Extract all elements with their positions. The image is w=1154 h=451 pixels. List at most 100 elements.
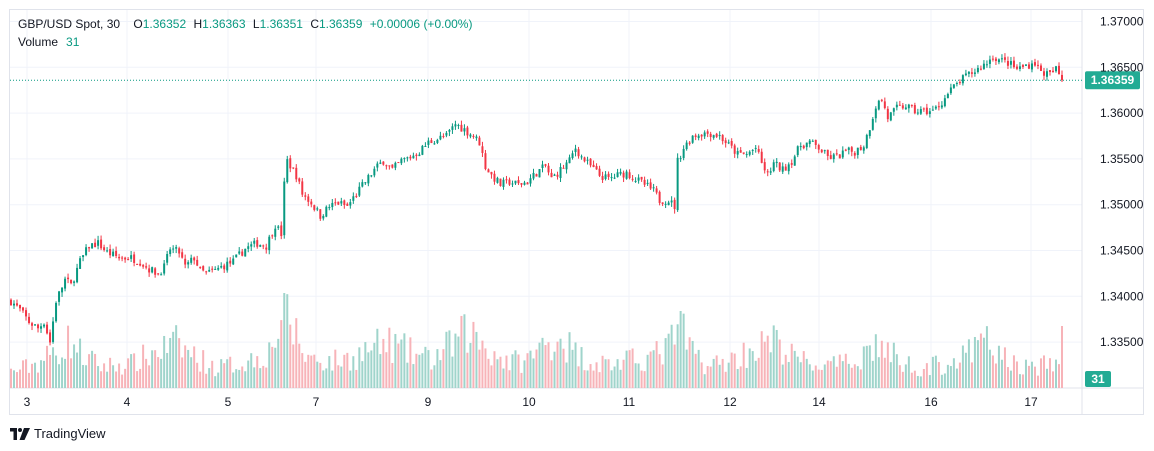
volume-bar bbox=[403, 333, 406, 388]
volume-bar bbox=[691, 340, 694, 388]
candle-body bbox=[580, 156, 583, 158]
volume-bar bbox=[538, 342, 541, 388]
volume-bar bbox=[142, 344, 145, 388]
candle-body bbox=[631, 178, 634, 180]
candle-body bbox=[832, 154, 835, 160]
price-tick-label: 1.36000 bbox=[1100, 106, 1143, 120]
volume-bar bbox=[583, 370, 586, 388]
volume-bar bbox=[730, 352, 733, 388]
candle-body bbox=[565, 162, 568, 170]
candle-body bbox=[523, 182, 526, 185]
candle-body bbox=[196, 259, 199, 266]
candle-body bbox=[541, 164, 544, 168]
candle-body bbox=[949, 87, 952, 94]
volume-bar bbox=[712, 358, 715, 388]
volume-bar bbox=[598, 372, 601, 388]
volume-bar bbox=[637, 363, 640, 388]
candle-body bbox=[40, 326, 43, 329]
volume-bar bbox=[199, 371, 202, 388]
time-tick-label: 17 bbox=[1024, 395, 1038, 409]
volume-bar bbox=[118, 363, 121, 388]
volume-bar bbox=[988, 349, 991, 388]
volume-bar bbox=[61, 357, 64, 388]
candle-body bbox=[394, 162, 397, 168]
candle-body bbox=[85, 247, 88, 255]
volume-bar bbox=[151, 350, 154, 388]
last-volume-label: 31 bbox=[1091, 372, 1105, 386]
candle-body bbox=[754, 147, 757, 149]
price-tick-label: 1.33500 bbox=[1100, 335, 1143, 349]
candle-body bbox=[898, 104, 901, 106]
candle-body bbox=[781, 166, 784, 172]
volume-bar bbox=[352, 356, 355, 388]
volume-bar bbox=[817, 369, 820, 388]
candle-body bbox=[496, 177, 499, 183]
candle-body bbox=[646, 182, 649, 184]
candle-body bbox=[577, 149, 580, 157]
candle-body bbox=[121, 257, 124, 259]
candle-body bbox=[940, 105, 943, 108]
last-volume-badge bbox=[1085, 371, 1111, 387]
volume-bar bbox=[1048, 358, 1051, 388]
volume-bar bbox=[388, 327, 391, 388]
candle-body bbox=[415, 154, 418, 157]
volume-bar bbox=[952, 358, 955, 388]
volume-bar bbox=[910, 372, 913, 388]
volume-bar bbox=[112, 365, 115, 388]
volume-bar bbox=[493, 351, 496, 388]
volume-bar bbox=[448, 330, 451, 388]
volume-bar bbox=[649, 351, 652, 388]
candle-body bbox=[124, 257, 127, 260]
volume-bar bbox=[253, 367, 256, 388]
candle-body bbox=[16, 303, 19, 306]
volume-bar bbox=[964, 352, 967, 388]
candle-body bbox=[997, 59, 1000, 63]
candle-body bbox=[55, 302, 58, 322]
candle-body bbox=[583, 157, 586, 162]
volume-bar bbox=[628, 350, 631, 388]
candle-body bbox=[493, 173, 496, 182]
volume-bar bbox=[34, 362, 37, 388]
candle-body bbox=[862, 147, 865, 151]
candle-body bbox=[796, 146, 799, 156]
volume-bar bbox=[931, 356, 934, 388]
candle-body bbox=[850, 147, 853, 152]
volume-bar bbox=[739, 366, 742, 388]
volume-bar bbox=[40, 360, 43, 388]
candle-body bbox=[82, 255, 85, 258]
candle-body bbox=[901, 105, 904, 109]
tradingview-logo[interactable]: TradingView bbox=[10, 426, 106, 441]
volume-bar bbox=[634, 363, 637, 388]
candle-body bbox=[472, 135, 475, 137]
candle-body bbox=[784, 166, 787, 171]
candle-body bbox=[946, 93, 949, 99]
volume-bar bbox=[508, 370, 511, 388]
volume-bar bbox=[268, 342, 271, 388]
volume-bar bbox=[916, 375, 919, 388]
candle-body bbox=[1030, 63, 1033, 70]
volume-bar bbox=[1024, 359, 1027, 388]
candle-body bbox=[766, 171, 769, 173]
candle-body bbox=[190, 257, 193, 263]
candle-body bbox=[61, 287, 64, 293]
volume-bar bbox=[919, 376, 922, 388]
volume-bar bbox=[796, 356, 799, 388]
candle-body bbox=[340, 201, 343, 204]
candle-body bbox=[637, 177, 640, 181]
volume-bar bbox=[1018, 374, 1021, 388]
volume-bar bbox=[577, 366, 580, 388]
candle-body bbox=[463, 128, 466, 132]
candle-body bbox=[304, 195, 307, 197]
candle-body bbox=[205, 271, 208, 273]
candle-body bbox=[703, 132, 706, 137]
chart-frame[interactable]: 1.36359 31 1.37000 1.36500 1.36000 1.35500 1.… bbox=[9, 9, 1144, 415]
volume-bar bbox=[889, 362, 892, 388]
candle-body bbox=[133, 254, 136, 263]
candle-body bbox=[823, 150, 826, 152]
volume-bar bbox=[385, 352, 388, 388]
volume-bar bbox=[826, 360, 829, 388]
candle-body bbox=[277, 226, 280, 228]
volume-bar bbox=[721, 358, 724, 388]
volume-bar bbox=[217, 372, 220, 388]
